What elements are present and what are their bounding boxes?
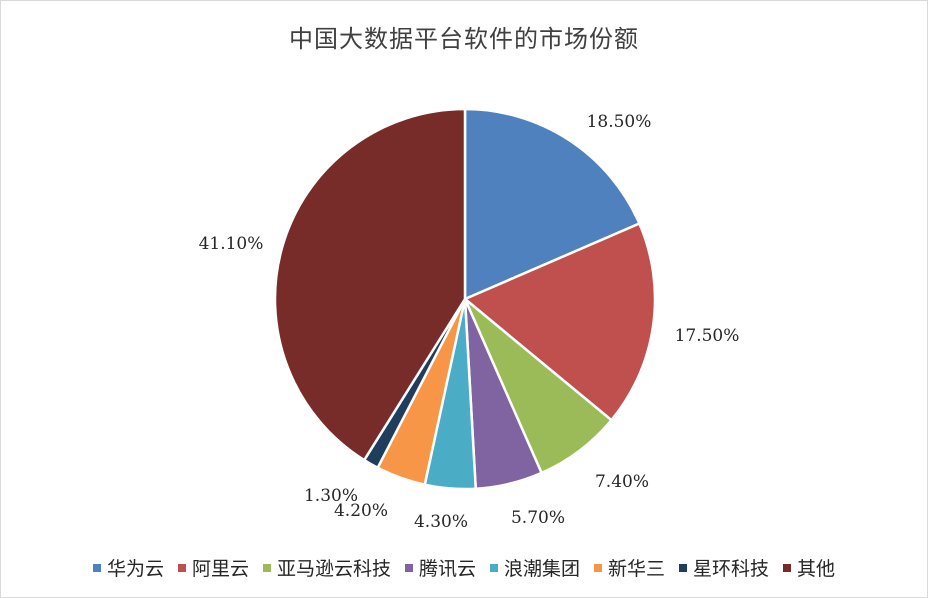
legend-swatch [783,563,792,572]
data-label: 18.50% [587,112,652,132]
chart-title: 中国大数据平台软件的市场份额 [289,25,639,53]
legend-label: 浪潮集团 [504,558,581,580]
data-label: 5.70% [511,508,565,528]
legend-item: 华为云 [92,554,164,581]
legend-item: 浪潮集团 [490,554,580,581]
legend-item: 新华三 [594,554,665,581]
legend: 华为云 阿里云 亚马逊云科技 腾讯云 浪潮集团 新华三 星环科技 其他 [1,554,927,581]
data-labels: 18.50% 17.50% 7.40% 5.70% 4.30% 4.20%1.30% 41.… [199,112,740,532]
legend-item: 星环科技 [679,554,769,581]
legend-swatch [594,563,603,572]
data-label: 4.20% [334,501,388,521]
legend-item: 其他 [783,554,835,581]
legend-label: 新华三 [608,558,666,580]
legend-label: 阿里云 [191,558,249,580]
legend-label: 亚马逊云科技 [276,558,391,580]
pie-slice [463,107,641,301]
legend-swatch [490,563,498,572]
data-label: 41.10% [199,234,264,254]
pie-slice [463,222,657,422]
data-label: 17.50% [675,326,740,346]
legend-swatch [404,563,413,572]
legend-label: 华为云 [106,558,164,580]
legend-swatch [177,563,186,572]
pie-slices [273,107,657,491]
legend-swatch [262,563,271,572]
legend-swatch [92,563,101,572]
legend-swatch [679,563,688,572]
data-label: 7.40% [595,472,649,492]
legend-item: 腾讯云 [404,554,476,581]
legend-item: 亚马逊云科技 [262,554,391,581]
legend-label: 星环科技 [693,558,770,580]
legend-label: 腾讯云 [418,558,476,580]
pie-slice [273,107,467,462]
legend-label: 其他 [797,558,836,580]
data-label: 4.30% [414,512,468,532]
data-label: 1.30% [304,486,358,506]
legend-item: 阿里云 [177,554,249,581]
